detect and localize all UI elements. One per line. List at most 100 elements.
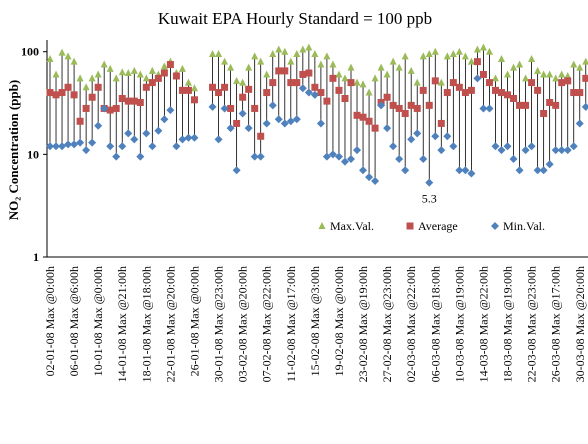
- point-square: [522, 101, 530, 109]
- point-triangle: [491, 74, 499, 82]
- legend-label: Max.Val.: [330, 219, 374, 233]
- point-triangle: [257, 57, 265, 65]
- point-diamond: [304, 88, 313, 97]
- point-square: [546, 98, 554, 106]
- point-square: [401, 109, 409, 117]
- point-diamond: [575, 119, 584, 128]
- point-triangle: [473, 45, 481, 53]
- point-triangle: [287, 57, 295, 65]
- point-diamond: [539, 166, 548, 175]
- point-square: [245, 85, 253, 93]
- point-diamond: [431, 132, 440, 141]
- point-square: [485, 79, 493, 87]
- point-triangle: [467, 57, 475, 65]
- point-square: [341, 94, 349, 102]
- point-diamond: [82, 146, 91, 155]
- point-square: [353, 111, 361, 119]
- point-triangle: [353, 78, 361, 86]
- point-diamond: [52, 142, 61, 151]
- point-square: [479, 70, 487, 78]
- point-diamond: [76, 138, 85, 147]
- point-square: [106, 106, 114, 114]
- point-square: [94, 83, 102, 91]
- x-tick-label: 30-01-08 Max @23:00h: [212, 266, 226, 382]
- point-triangle: [130, 66, 138, 74]
- y-tick-label: 10: [27, 147, 39, 161]
- point-triangle: [82, 83, 90, 91]
- point-square: [178, 86, 186, 94]
- point-diamond: [142, 129, 151, 138]
- y-axis-label: NO₂ Concentration (ppb): [6, 80, 21, 220]
- point-triangle: [516, 60, 524, 68]
- point-square: [148, 79, 156, 87]
- point-diamond: [172, 142, 181, 151]
- point-triangle: [329, 60, 337, 68]
- point-diamond: [328, 150, 337, 159]
- point-triangle: [347, 63, 355, 71]
- point-diamond: [316, 119, 325, 128]
- x-tick-label: 06-03-08 Max @18:00h: [428, 266, 442, 382]
- point-square: [112, 104, 120, 112]
- point-square: [371, 124, 379, 132]
- point-diamond: [70, 140, 79, 149]
- point-square: [359, 113, 367, 121]
- point-diamond: [268, 101, 277, 110]
- point-triangle: [443, 52, 451, 60]
- x-tick-label: 27-02-08 Max @23:00h: [380, 266, 394, 382]
- x-tick-label: 03-02-08 Max @20:00h: [236, 266, 250, 382]
- point-square: [461, 89, 469, 97]
- point-square: [437, 119, 445, 127]
- x-tick-label: 07-02-08 Max @22:00h: [260, 266, 274, 382]
- point-diamond: [118, 142, 127, 151]
- point-diamond: [497, 146, 506, 155]
- point-diamond: [461, 166, 470, 175]
- x-tick-label: 10-01-08 Max @0:00h: [91, 266, 105, 376]
- point-square: [142, 83, 150, 91]
- point-triangle: [142, 74, 150, 82]
- point-square: [431, 77, 439, 85]
- point-diamond: [112, 152, 121, 161]
- point-square: [570, 89, 578, 97]
- point-square: [281, 67, 289, 75]
- point-diamond: [383, 124, 392, 133]
- point-diamond: [238, 109, 247, 118]
- point-diamond: [455, 166, 464, 175]
- point-diamond: [437, 146, 446, 155]
- point-triangle: [88, 74, 96, 82]
- point-triangle: [437, 78, 445, 86]
- y-tick-label: 100: [21, 45, 39, 59]
- point-triangle: [239, 78, 247, 86]
- point-square: [263, 89, 271, 97]
- point-diamond: [515, 166, 524, 175]
- point-square: [329, 74, 337, 82]
- point-triangle: [377, 63, 385, 71]
- point-diamond: [94, 121, 103, 130]
- point-diamond: [419, 155, 428, 164]
- point-diamond: [148, 142, 157, 151]
- point-triangle: [94, 70, 102, 78]
- point-square: [130, 97, 138, 105]
- point-square: [76, 117, 84, 125]
- point-triangle: [281, 47, 289, 55]
- point-diamond: [280, 119, 289, 128]
- point-triangle: [498, 54, 505, 62]
- point-square: [190, 96, 198, 104]
- point-diamond: [533, 166, 542, 175]
- x-tick-label: 14-01-08 Max @21:00h: [115, 266, 129, 382]
- point-triangle: [383, 70, 391, 78]
- x-tick-label: 14-03-08 Max @22:00h: [476, 266, 490, 382]
- point-triangle: [455, 47, 463, 55]
- point-square: [425, 101, 433, 109]
- point-square: [46, 89, 54, 97]
- point-square: [118, 94, 126, 102]
- point-triangle: [106, 64, 114, 72]
- point-square: [58, 89, 66, 97]
- point-square: [239, 93, 247, 101]
- point-square: [287, 79, 295, 87]
- point-triangle: [534, 66, 542, 74]
- chart-title: Kuwait EPA Hourly Standard = 100 ppb: [158, 9, 432, 28]
- point-triangle: [136, 70, 144, 78]
- point-square: [335, 86, 343, 94]
- point-square: [467, 86, 475, 94]
- point-triangle: [582, 57, 588, 65]
